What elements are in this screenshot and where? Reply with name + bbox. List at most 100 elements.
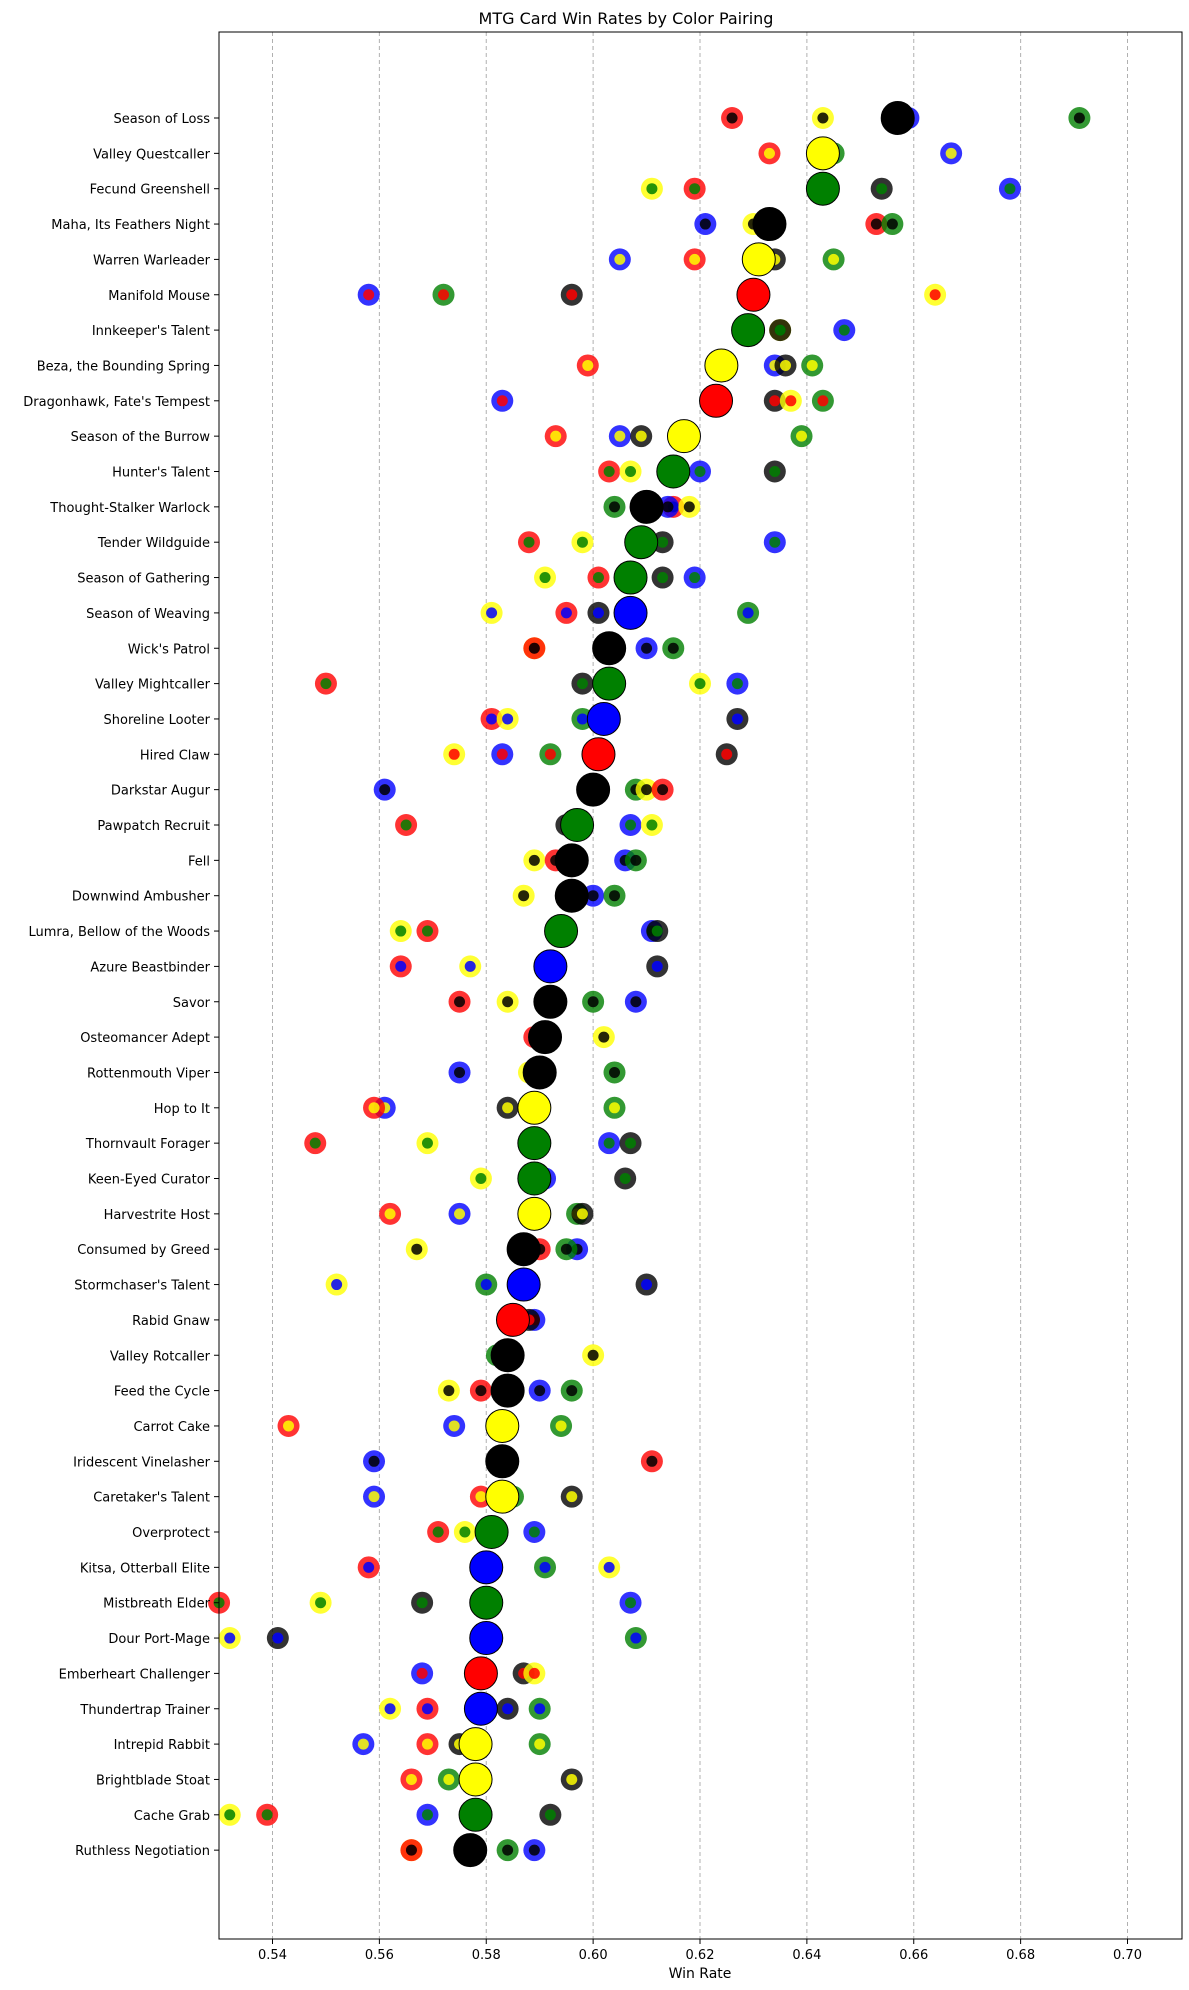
y-axis-ticks: Season of Loss Valley Questcaller Fecund G…: [23, 112, 219, 1859]
pair-inner-marker: [416, 1597, 428, 1609]
card-row: [427, 1515, 546, 1549]
overall-marker: [485, 1444, 520, 1479]
pair-inner-marker: [363, 1561, 375, 1573]
pair-inner-marker: [1004, 183, 1016, 195]
card-row: [277, 1408, 573, 1443]
pair-inner-marker: [667, 642, 679, 654]
pair-inner-marker: [443, 1385, 455, 1397]
pair-inner-marker: [886, 218, 898, 230]
pair-inner-marker: [421, 1738, 433, 1750]
card-row: [314, 666, 749, 701]
pair-inner-marker: [384, 1703, 396, 1715]
overall-marker: [474, 1515, 509, 1549]
pair-inner-marker: [1073, 112, 1085, 124]
card-row: [325, 1267, 658, 1302]
pair-inner-marker: [486, 713, 498, 725]
overall-marker: [736, 277, 771, 312]
pair-inner-marker: [635, 430, 647, 442]
pair-inner-marker: [448, 1420, 460, 1432]
pair-inner-marker: [283, 1420, 295, 1432]
card-row: [218, 1621, 647, 1656]
pair-inner-marker: [544, 748, 556, 760]
overall-marker: [469, 1585, 504, 1620]
y-tick-label: Brightblade Stoat: [96, 1773, 210, 1788]
pair-inner-marker: [224, 1809, 236, 1821]
y-tick-label: Fell: [188, 854, 210, 869]
y-tick-label: Dragonhawk, Fate's Tempest: [23, 395, 210, 410]
pair-inner-marker: [592, 607, 604, 619]
x-tick-label: 0.68: [1006, 1948, 1035, 1963]
overall-marker: [704, 348, 739, 383]
overall-marker: [586, 701, 621, 736]
overall-marker: [490, 1373, 525, 1408]
pair-inner-marker: [625, 1137, 637, 1149]
overall-marker: [453, 1833, 488, 1868]
overall-marker: [533, 984, 568, 1019]
pair-inner-marker: [566, 1491, 578, 1503]
y-tick-label: Rottenmouth Viper: [87, 1066, 211, 1081]
pair-inner-marker: [609, 890, 620, 902]
y-tick-label: Downwind Ambusher: [72, 890, 211, 905]
data-points: [208, 101, 1091, 1868]
overall-marker: [495, 1302, 530, 1337]
y-tick-label: Carrot Cake: [133, 1420, 210, 1435]
pair-inner-marker: [641, 1279, 653, 1291]
pair-inner-marker: [534, 1703, 546, 1715]
pair-inner-marker: [443, 1773, 455, 1785]
y-tick-label: Tender Wildguide: [97, 536, 210, 551]
pair-inner-marker: [368, 1455, 380, 1467]
pair-inner-marker: [395, 960, 407, 972]
pair-inner-marker: [614, 253, 626, 265]
card-row: [480, 701, 749, 736]
pair-inner-marker: [876, 183, 888, 195]
card-row: [603, 489, 701, 524]
pair-inner-marker: [528, 854, 540, 866]
pair-inner-marker: [625, 819, 637, 831]
pair-inner-marker: [320, 678, 332, 690]
chart-title: MTG Card Win Rates by Color Pairing: [479, 9, 774, 28]
pair-inner-marker: [694, 466, 706, 477]
pair-inner-marker: [518, 890, 530, 902]
card-row: [598, 454, 786, 489]
pair-inner-marker: [454, 1066, 466, 1078]
pair-inner-marker: [448, 748, 460, 760]
pair-inner-marker: [272, 1632, 284, 1644]
overall-marker: [458, 1727, 493, 1762]
card-row: [523, 1020, 615, 1055]
pair-inner-marker: [592, 572, 604, 584]
y-tick-label: Osteomancer Adept: [80, 1031, 210, 1046]
card-row: [448, 1055, 626, 1090]
pair-inner-marker: [400, 819, 412, 831]
pair-inner-marker: [496, 748, 508, 760]
pair-inner-marker: [421, 1703, 433, 1715]
pair-inner-marker: [731, 678, 743, 690]
pair-inner-marker: [368, 1102, 380, 1114]
pair-inner-marker: [534, 1385, 546, 1397]
y-tick-label: Valley Questcaller: [93, 147, 211, 162]
pair-inner-marker: [651, 960, 663, 972]
x-tick-label: 0.62: [686, 1948, 715, 1963]
pair-inner-marker: [609, 1066, 620, 1078]
pair-inner-marker: [689, 253, 701, 265]
y-tick-label: Caretaker's Talent: [93, 1491, 210, 1506]
overall-marker: [554, 878, 589, 913]
pair-inner-marker: [646, 1455, 658, 1467]
pair-inner-marker: [464, 960, 476, 972]
pair-inner-marker: [945, 147, 957, 159]
pair-inner-marker: [694, 678, 706, 690]
card-row: [518, 525, 786, 560]
overall-marker: [666, 419, 701, 454]
card-row: [448, 984, 647, 1019]
pair-inner-marker: [528, 1526, 540, 1538]
overall-marker: [560, 808, 595, 842]
pair-inner-marker: [721, 748, 733, 760]
pair-inner-marker: [774, 324, 786, 336]
pair-inner-marker: [603, 1561, 615, 1573]
overall-marker: [506, 1267, 541, 1302]
y-tick-label: Azure Beastbinder: [90, 960, 210, 975]
pair-inner-marker: [587, 1349, 599, 1361]
overall-marker: [517, 1090, 552, 1125]
pair-inner-marker: [566, 1773, 578, 1785]
x-tick-label: 0.70: [1113, 1948, 1142, 1963]
card-row: [534, 560, 706, 595]
